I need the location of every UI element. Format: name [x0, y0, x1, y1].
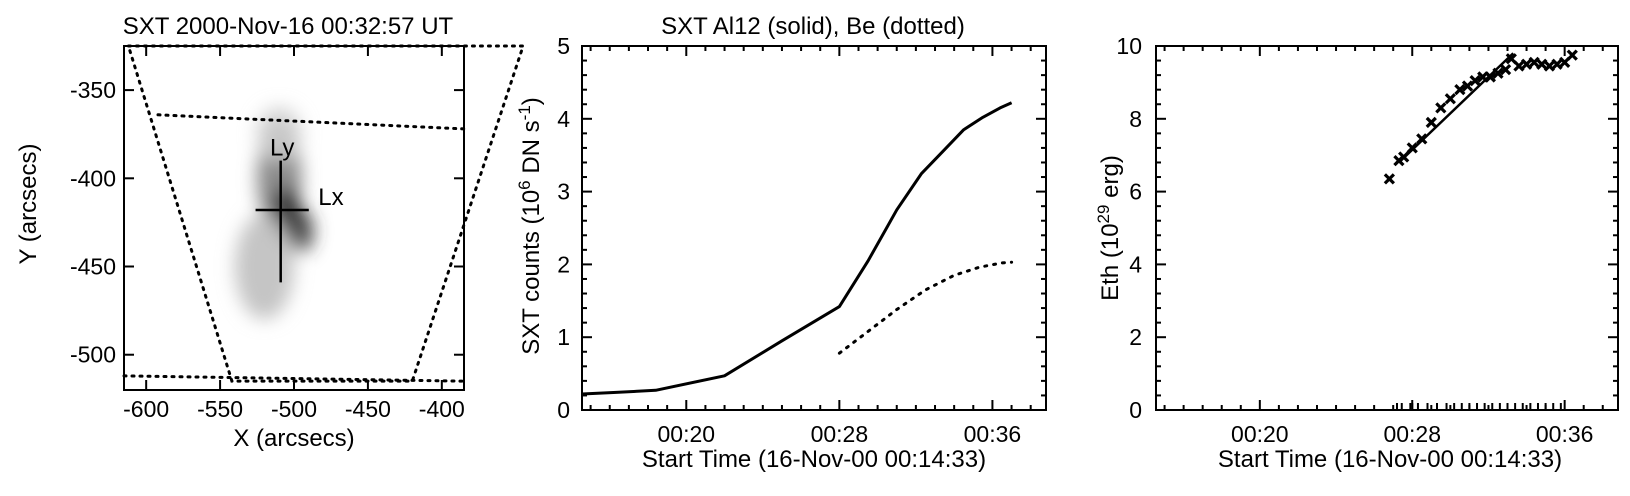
energy-point	[1520, 58, 1533, 70]
energy-point	[1425, 116, 1437, 129]
energy-point	[1551, 58, 1563, 70]
y-tick-label: 0	[1129, 397, 1142, 423]
energy-point	[1435, 102, 1447, 114]
sxt-source-image	[234, 107, 314, 320]
y-tick-label: 2	[1129, 324, 1142, 350]
x-tick-label: -500	[271, 396, 317, 422]
x-tick-label: 00:20	[657, 421, 715, 447]
image-axes: -600 -550 -500 -450 -400 -350 -400 -450 -500	[70, 46, 465, 422]
y-tick-label: 1	[557, 324, 570, 350]
image-title: SXT 2000-Nov-16 00:32:57 UT	[123, 13, 454, 40]
counts-plot	[581, 101, 1014, 396]
y-tick-label: -450	[70, 254, 116, 280]
counts-ylabel: SXT counts (106 DN s-1)	[515, 97, 546, 355]
energy-point	[1454, 84, 1466, 96]
energy-point	[1416, 133, 1428, 145]
energy-point	[1499, 64, 1512, 76]
energy-frame	[1155, 45, 1619, 411]
energy-point	[1536, 58, 1548, 70]
series-be-line	[837, 260, 1014, 355]
energy-point	[1484, 71, 1496, 83]
y-tick-label: -400	[70, 165, 116, 191]
x-tick-label: -550	[197, 396, 243, 422]
energy-point	[1383, 173, 1396, 185]
x-tick-label: -600	[123, 396, 169, 422]
energy-point	[1543, 60, 1556, 72]
energy-axes: 00:20 00:28 00:36 0 2 4 6 8 10	[1116, 33, 1618, 447]
counts-frame	[581, 45, 1047, 411]
energy-point	[1469, 74, 1481, 87]
energy-point	[1406, 142, 1418, 154]
image-ylabel: Y (arcsecs)	[15, 144, 42, 265]
annotation-lx: Lx	[318, 184, 343, 211]
energy-point	[1528, 56, 1540, 69]
x-tick-label: 00:36	[964, 421, 1022, 447]
x-tick-label: 00:28	[1383, 421, 1441, 447]
energy-panel: 00:20 00:28 00:36 0 2 4 6 8 10 Start Time (16-No…	[1094, 33, 1619, 473]
image-xlabel: X (arcsecs)	[233, 425, 354, 452]
y-tick-label: 4	[1129, 251, 1142, 277]
x-tick-label: 00:36	[1536, 421, 1594, 447]
energy-point	[1566, 49, 1578, 61]
source-blob-2	[289, 210, 314, 253]
x-tick-label: -450	[345, 396, 391, 422]
annotation-ly: Ly	[270, 134, 294, 161]
y-tick-label: 0	[557, 397, 570, 423]
source-blob-3	[234, 213, 294, 320]
dotted-line-upper	[156, 113, 466, 131]
y-tick-label: 2	[557, 251, 570, 277]
sxt-counts-panel: SXT Al12 (solid), Be (dotted) 00:20 00:28…	[515, 13, 1047, 473]
y-tick-label: 6	[1129, 179, 1142, 205]
energy-point	[1444, 93, 1456, 105]
y-tick-label: -500	[70, 342, 116, 368]
y-tick-label: -350	[70, 77, 116, 103]
energy-xlabel: Start Time (16-Nov-00 00:14:33)	[1218, 446, 1562, 473]
energy-ylabel: Eth (1029 erg)	[1094, 155, 1125, 301]
x-tick-label: -400	[419, 396, 465, 422]
y-tick-label: 4	[557, 106, 570, 132]
energy-point	[1513, 60, 1525, 72]
source-blob-4	[257, 107, 302, 161]
energy-point	[1492, 67, 1504, 79]
x-tick-label: 00:28	[811, 421, 869, 447]
energy-plot	[1383, 49, 1578, 410]
counts-xlabel: Start Time (16-Nov-00 00:14:33)	[642, 446, 986, 473]
y-tick-label: 10	[1116, 33, 1142, 59]
y-tick-label: 8	[1129, 106, 1142, 132]
counts-title: SXT Al12 (solid), Be (dotted)	[661, 13, 965, 40]
energy-point	[1398, 151, 1410, 163]
y-tick-label: 3	[557, 179, 570, 205]
counts-axes: 00:20 00:28 00:36 0 1 2 3 4 5	[557, 33, 1046, 447]
y-tick-label: 5	[557, 33, 570, 59]
sxt-image-panel: SXT 2000-Nov-16 00:32:57 UT Ly Lx -600 -55…	[15, 13, 526, 452]
dotted-line-lower	[122, 374, 466, 383]
x-tick-label: 00:20	[1231, 421, 1289, 447]
series-al12-line	[581, 101, 1013, 396]
